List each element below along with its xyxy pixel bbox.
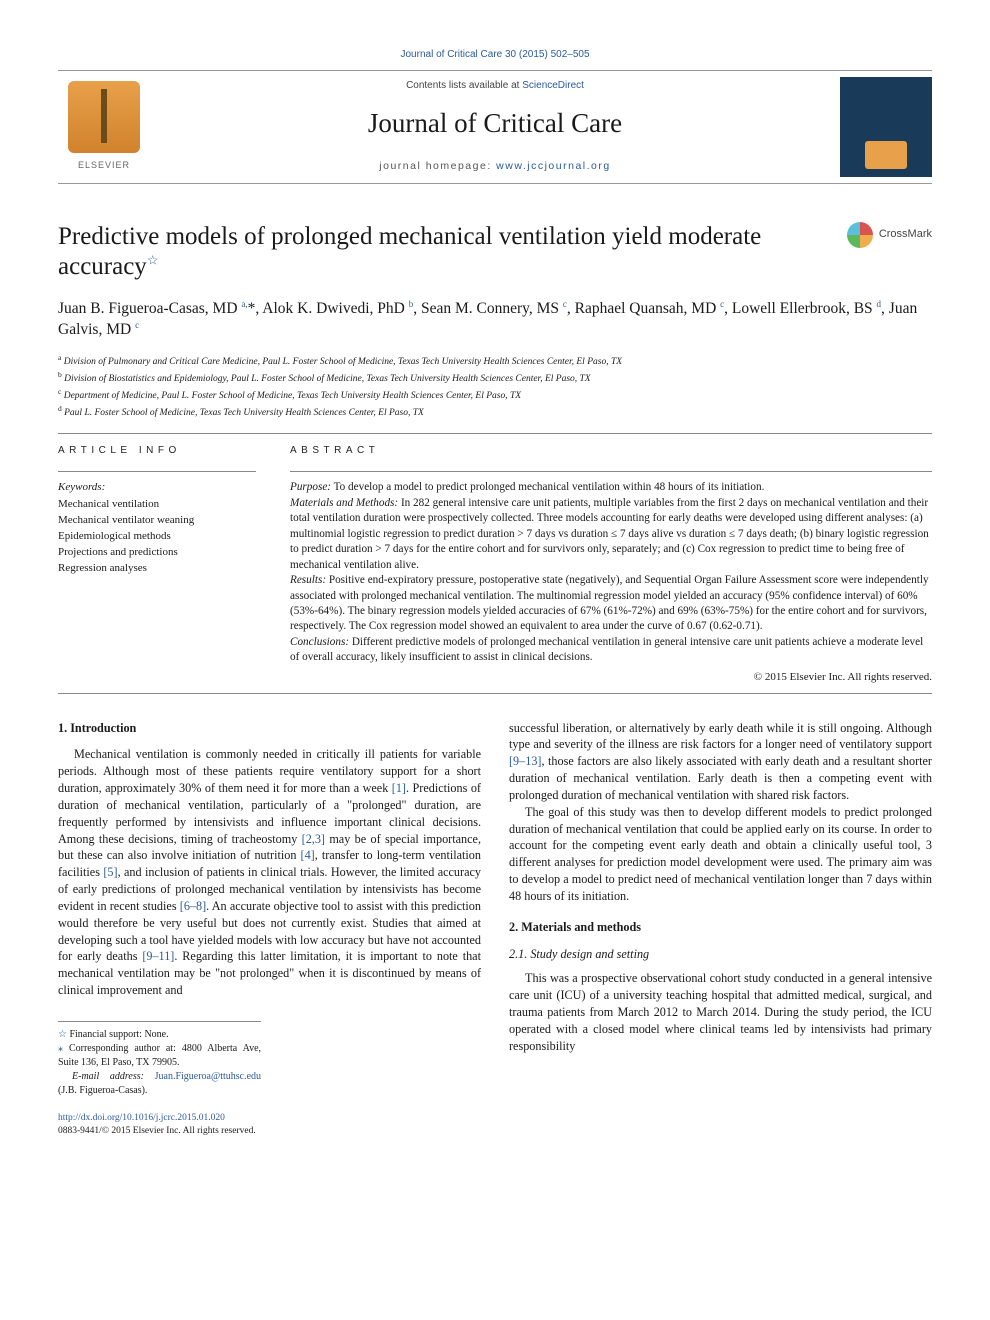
results-label: Results: [290,574,326,586]
purpose-text: To develop a model to predict prolonged … [331,481,764,493]
sciencedirect-link[interactable]: ScienceDirect [522,80,584,91]
results-text: Positive end-expiratory pressure, postop… [290,574,929,632]
contents-prefix: Contents lists available at [406,80,522,91]
design-subheading: 2.1. Study design and setting [509,946,932,963]
doi-link[interactable]: http://dx.doi.org/10.1016/j.jcrc.2015.01… [58,1112,481,1125]
intro-heading: 1. Introduction [58,720,481,737]
homepage-prefix: journal homepage: [379,160,496,172]
contents-line: Contents lists available at ScienceDirec… [164,79,826,93]
rule-above-abstract [58,433,932,434]
keywords-label: Keywords: [58,480,256,495]
crossmark-icon [847,222,873,248]
elsevier-tree-icon [68,81,140,153]
email-tail: (J.B. Figueroa-Casas). [58,1085,147,1096]
citation-line: Journal of Critical Care 30 (2015) 502–5… [58,48,932,62]
keyword-item: Epidemiological methods [58,529,256,545]
col2-paragraph-1: successful liberation, or alternatively … [509,720,932,804]
crossmark-label: CrossMark [879,227,932,242]
footnote-financial: ☆ Financial support: None. [58,1028,261,1042]
bottom-meta: http://dx.doi.org/10.1016/j.jcrc.2015.01… [58,1112,481,1138]
abstract-copyright: © 2015 Elsevier Inc. All rights reserved… [290,670,932,685]
affiliations: a Division of Pulmonary and Critical Car… [58,353,932,421]
right-column: successful liberation, or alternatively … [509,720,932,1138]
keyword-item: Projections and predictions [58,545,256,561]
abstract-col: ABSTRACT Purpose: To develop a model to … [290,444,932,685]
conclusions-label: Conclusions: [290,636,349,648]
keywords-list: Mechanical ventilationMechanical ventila… [58,497,256,577]
body-columns: 1. Introduction Mechanical ventilation i… [58,720,932,1138]
crossmark-badge[interactable]: CrossMark [847,222,932,248]
abstract-head: ABSTRACT [290,444,932,458]
footnote-corresponding: ⁎ Corresponding author at: 4800 Alberta … [58,1042,261,1070]
keyword-item: Regression analyses [58,561,256,577]
purpose-label: Purpose: [290,481,331,493]
left-column: 1. Introduction Mechanical ventilation i… [58,720,481,1138]
methods-heading: 2. Materials and methods [509,919,932,936]
title-row: Predictive models of prolonged mechanica… [58,222,932,282]
homepage-url[interactable]: www.jccjournal.org [496,160,611,172]
journal-title: Journal of Critical Care [164,105,826,141]
homepage-line: journal homepage: www.jccjournal.org [164,159,826,173]
article-info-head: ARTICLE INFO [58,444,256,458]
conclusions-text: Different predictive models of prolonged… [290,636,923,663]
footnotes-block: ☆ Financial support: None. ⁎ Correspondi… [58,1021,261,1098]
title-footnote-marker: ☆ [147,252,159,267]
fn1-text: Financial support: None. [67,1029,169,1040]
issn-copyright: 0883-9441/© 2015 Elsevier Inc. All right… [58,1125,481,1138]
info-rule [58,471,256,472]
info-abstract-row: ARTICLE INFO Keywords: Mechanical ventil… [58,444,932,685]
open-access-icon [865,141,907,169]
fn-star-icon: ☆ [58,1029,67,1040]
rule-below-abstract [58,693,932,694]
intro-paragraph-1: Mechanical ventilation is commonly neede… [58,746,481,998]
design-paragraph: This was a prospective observational coh… [509,970,932,1054]
elsevier-logo: ELSEVIER [58,77,150,177]
page-root: Journal of Critical Care 30 (2015) 502–5… [0,0,990,1178]
header-center: Contents lists available at ScienceDirec… [164,79,826,173]
keyword-item: Mechanical ventilation [58,497,256,513]
col2-paragraph-2: The goal of this study was then to devel… [509,804,932,905]
email-link[interactable]: Juan.Figueroa@ttuhsc.edu [155,1071,261,1082]
abstract-rule [290,471,932,472]
methods-label: Materials and Methods: [290,497,398,509]
article-info-col: ARTICLE INFO Keywords: Mechanical ventil… [58,444,256,685]
article-title: Predictive models of prolonged mechanica… [58,222,847,282]
article-title-text: Predictive models of prolonged mechanica… [58,223,761,280]
footnote-email: E-mail address: Juan.Figueroa@ttuhsc.edu… [58,1070,261,1098]
email-label: E-mail address: [72,1071,155,1082]
abstract-body: Purpose: To develop a model to predict p… [290,480,932,665]
journal-header: ELSEVIER Contents lists available at Sci… [58,70,932,184]
elsevier-label: ELSEVIER [78,159,130,171]
fn2-text: Corresponding author at: 4800 Alberta Av… [58,1043,261,1068]
keyword-item: Mechanical ventilator weaning [58,513,256,529]
journal-cover-thumb [840,77,932,177]
author-list: Juan B. Figueroa-Casas, MD a,*, Alok K. … [58,298,932,342]
